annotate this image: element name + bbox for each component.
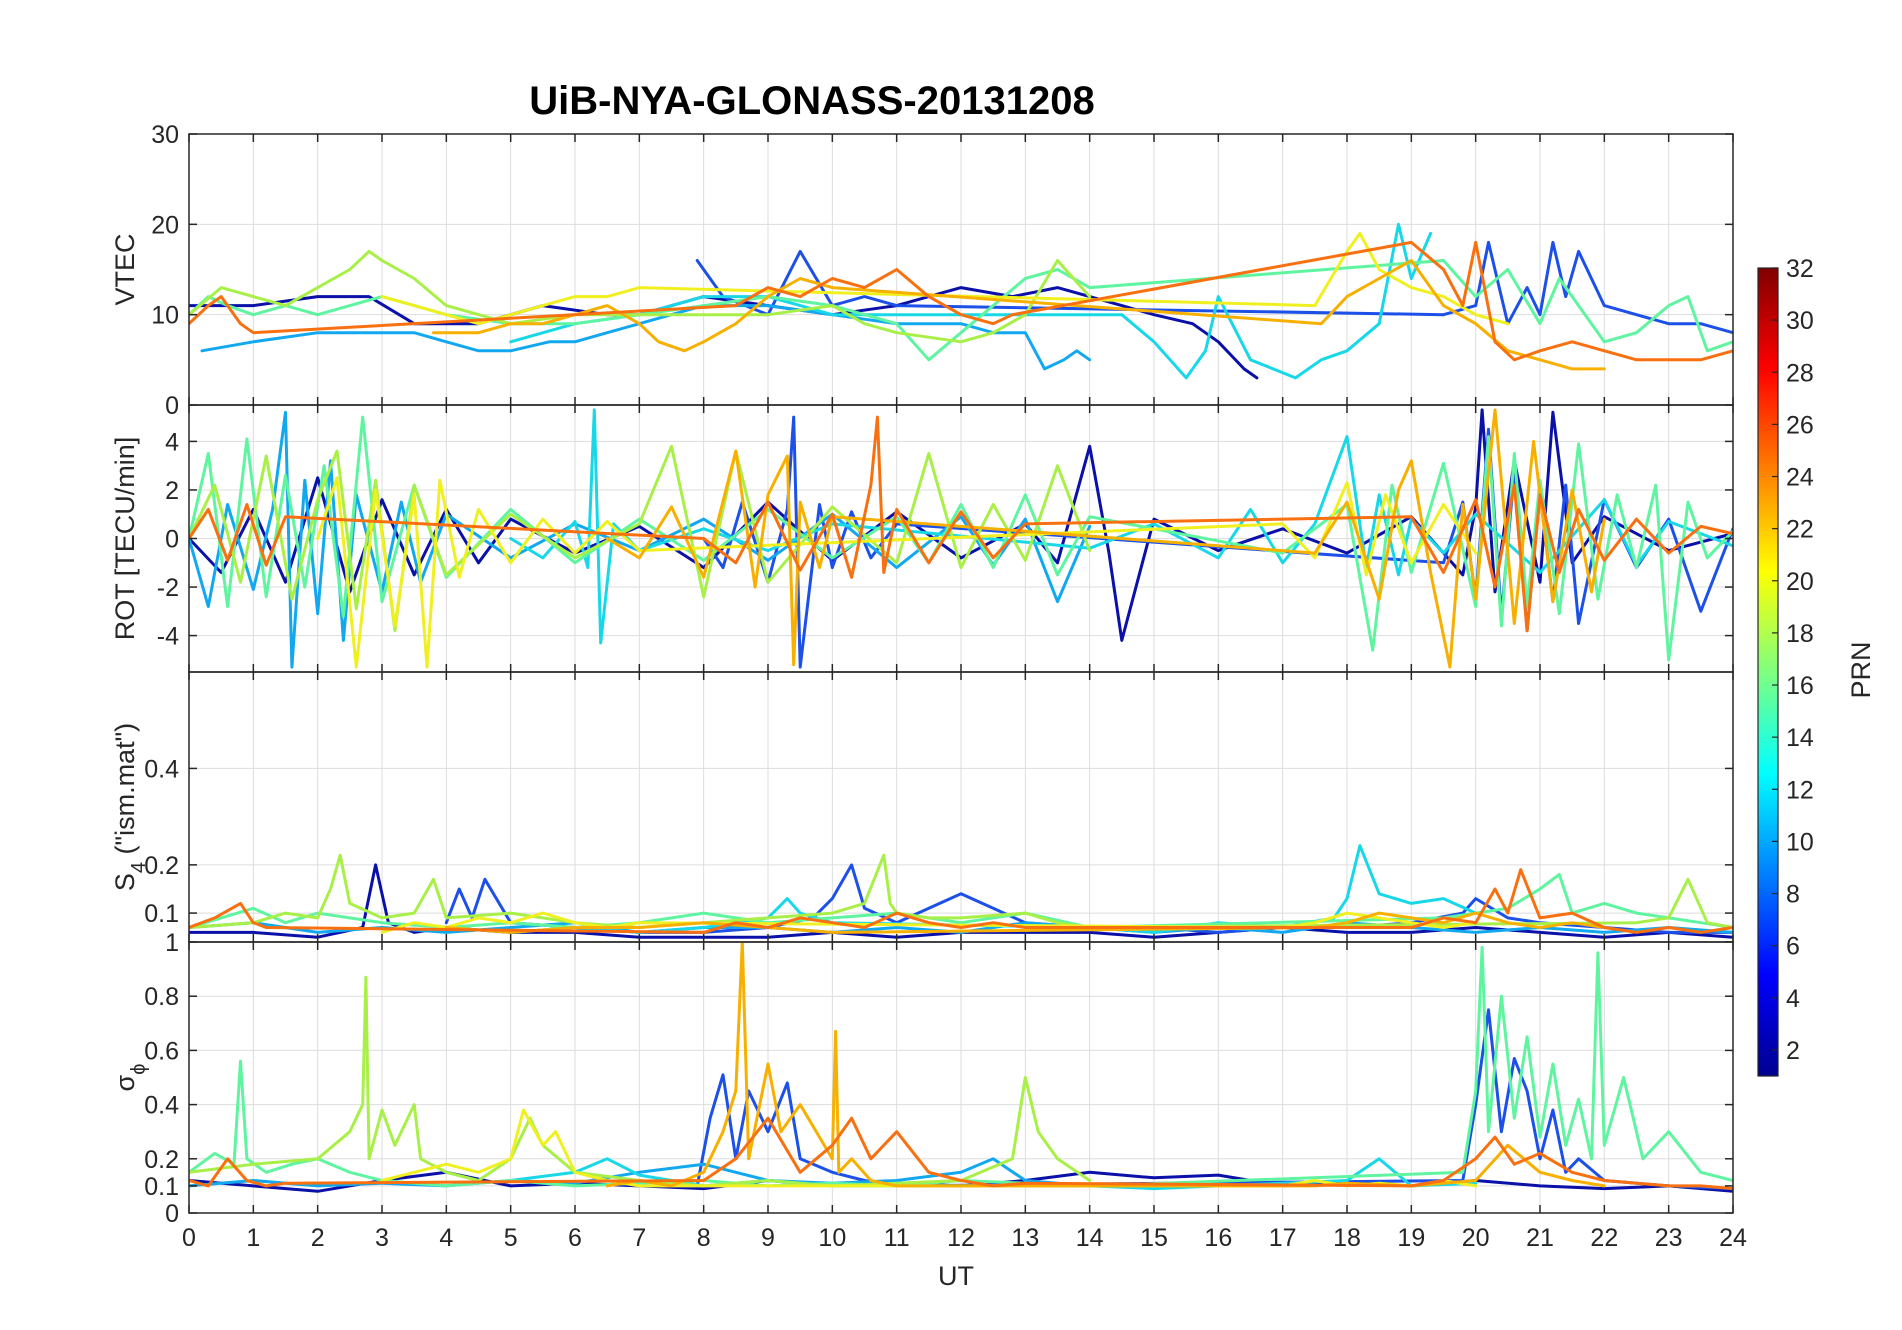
y-tick-label-s4: 0.2 — [144, 852, 179, 880]
y-tick-label-vtec: 20 — [151, 211, 179, 239]
series-line-rot-prn-22 — [605, 408, 1606, 669]
series-line-sigma-prn-22 — [605, 942, 1606, 1188]
colorbar-tick-label: 30 — [1786, 307, 1814, 335]
panel-vtec: 0 10 20 30 VTEC — [110, 121, 1734, 420]
x-tick-label: 15 — [1140, 1224, 1168, 1252]
x-tick-label: 17 — [1269, 1224, 1297, 1252]
series-line-rot-prn-20 — [316, 476, 1478, 669]
y-tick-label-vtec: 30 — [151, 121, 179, 149]
x-tick-label: 19 — [1397, 1224, 1425, 1252]
y-axis-label-subscript-sigma: ϕ — [128, 1064, 150, 1075]
colorbar-gradient — [1757, 267, 1779, 1077]
colorbar-tick-label: 18 — [1786, 620, 1814, 648]
colorbar-tick-label: 8 — [1786, 881, 1800, 909]
colorbar-tick-label: 2 — [1786, 1037, 1800, 1065]
x-tick-label: 4 — [439, 1224, 453, 1252]
x-tick-label: 22 — [1590, 1224, 1618, 1252]
series-line-sigma-prn-18 — [189, 975, 1092, 1188]
x-tick-label: 10 — [818, 1224, 846, 1252]
y-tick-label-sigma: 0.1 — [144, 1173, 179, 1201]
y-tick-label-rot: -2 — [157, 574, 179, 602]
x-tick-label: 24 — [1719, 1224, 1747, 1252]
colorbar-tick-label: 20 — [1786, 568, 1814, 596]
series-line-vtec-prn-24 — [189, 240, 1733, 362]
y-tick-label-sigma: 0 — [165, 1200, 179, 1228]
y-tick-label-rot: -4 — [157, 623, 179, 651]
colorbar-tick-label: 10 — [1786, 828, 1814, 856]
y-tick-label-rot: 4 — [165, 428, 179, 456]
y-tick-label-sigma: 1 — [165, 929, 179, 957]
colorbar-tick-label: 14 — [1786, 724, 1814, 752]
y-tick-label-rot: 2 — [165, 477, 179, 505]
series-line-s4-prn-22 — [444, 911, 1606, 934]
x-tick-label: 11 — [884, 1224, 910, 1252]
x-tick-label: 3 — [375, 1224, 389, 1252]
x-tick-label: 12 — [947, 1224, 975, 1252]
y-tick-label-s4: 0.1 — [144, 900, 179, 928]
series-group-s4 — [189, 844, 1733, 939]
y-tick-label-sigma: 0.4 — [144, 1092, 179, 1120]
series-group-sigma — [189, 942, 1733, 1193]
series-line-rot-prn-24 — [189, 415, 1733, 633]
y-axis-label-subscript-s4: 4 — [128, 862, 150, 873]
series-line-vtec-prn-16 — [189, 259, 1733, 362]
x-tick-label: 2 — [311, 1224, 325, 1252]
series-line-vtec-prn-12 — [509, 222, 1433, 380]
colorbar-tick-label: 24 — [1786, 464, 1814, 492]
x-tick-label: 0 — [182, 1224, 196, 1252]
colorbar-tick-label: 32 — [1786, 255, 1814, 283]
y-tick-label-vtec: 10 — [151, 302, 179, 330]
panel-rot: -4 -2 0 2 4 ROT [TECU/min] — [110, 404, 1734, 673]
y-axis-label-suffix-s4: ("ism.mat") — [110, 723, 140, 862]
series-line-s4-prn-24 — [189, 868, 1733, 934]
y-tick-label-sigma: 0.6 — [144, 1037, 179, 1065]
colorbar-tick-label: 16 — [1786, 672, 1814, 700]
y-tick-label-rot: 0 — [165, 526, 179, 554]
colorbar-tick-label: 26 — [1786, 411, 1814, 439]
series-line-rot-prn-12 — [509, 408, 1733, 645]
colorbar-tick-label: 6 — [1786, 933, 1800, 961]
x-tick-label: 20 — [1462, 1224, 1490, 1252]
colorbar-tick-label: 4 — [1786, 985, 1800, 1013]
x-tick-label: 5 — [504, 1224, 518, 1252]
colorbar-tick-label: 28 — [1786, 359, 1814, 387]
series-line-sigma-prn-24 — [189, 1116, 1733, 1191]
series-line-rot-prn-10 — [189, 410, 1092, 669]
x-tick-label: 8 — [697, 1224, 711, 1252]
y-axis-label-rot: ROT [TECU/min] — [110, 437, 140, 641]
x-tick-label: 14 — [1076, 1224, 1104, 1252]
series-group-vtec — [189, 222, 1733, 380]
x-tick-label: 18 — [1333, 1224, 1361, 1252]
x-tick-label: 6 — [568, 1224, 582, 1252]
x-tick-label: 1 — [246, 1224, 260, 1252]
x-tick-label: 16 — [1204, 1224, 1232, 1252]
y-tick-label-s4: 0.4 — [144, 755, 179, 783]
colorbar-label: PRN — [1846, 641, 1876, 698]
y-tick-label-vtec: 0 — [165, 392, 179, 420]
colorbar-tick-label: 12 — [1786, 776, 1814, 804]
x-tick-label: 7 — [632, 1224, 646, 1252]
colorbar-tick-label: 22 — [1786, 516, 1814, 544]
x-tick-label: 13 — [1011, 1224, 1039, 1252]
panel-s4: 0.10.20.4S4 ("ism.mat") — [110, 671, 1734, 943]
y-tick-label-sigma: 0.8 — [144, 983, 179, 1011]
series-group-rot — [189, 408, 1733, 669]
x-axis-label: UT — [938, 1261, 974, 1291]
y-tick-label-sigma: 0.2 — [144, 1146, 179, 1174]
series-line-s4-prn-12 — [509, 844, 1478, 934]
series-line-rot-prn-2 — [189, 408, 1733, 642]
x-tick-label: 9 — [761, 1224, 775, 1252]
series-line-s4-prn-20 — [380, 911, 1478, 934]
y-axis-label-vtec: VTEC — [110, 233, 140, 305]
x-tick-label: 23 — [1655, 1224, 1683, 1252]
chart-title: UiB-NYA-GLONASS-20131208 — [529, 79, 1094, 123]
x-tick-label: 21 — [1526, 1224, 1554, 1252]
